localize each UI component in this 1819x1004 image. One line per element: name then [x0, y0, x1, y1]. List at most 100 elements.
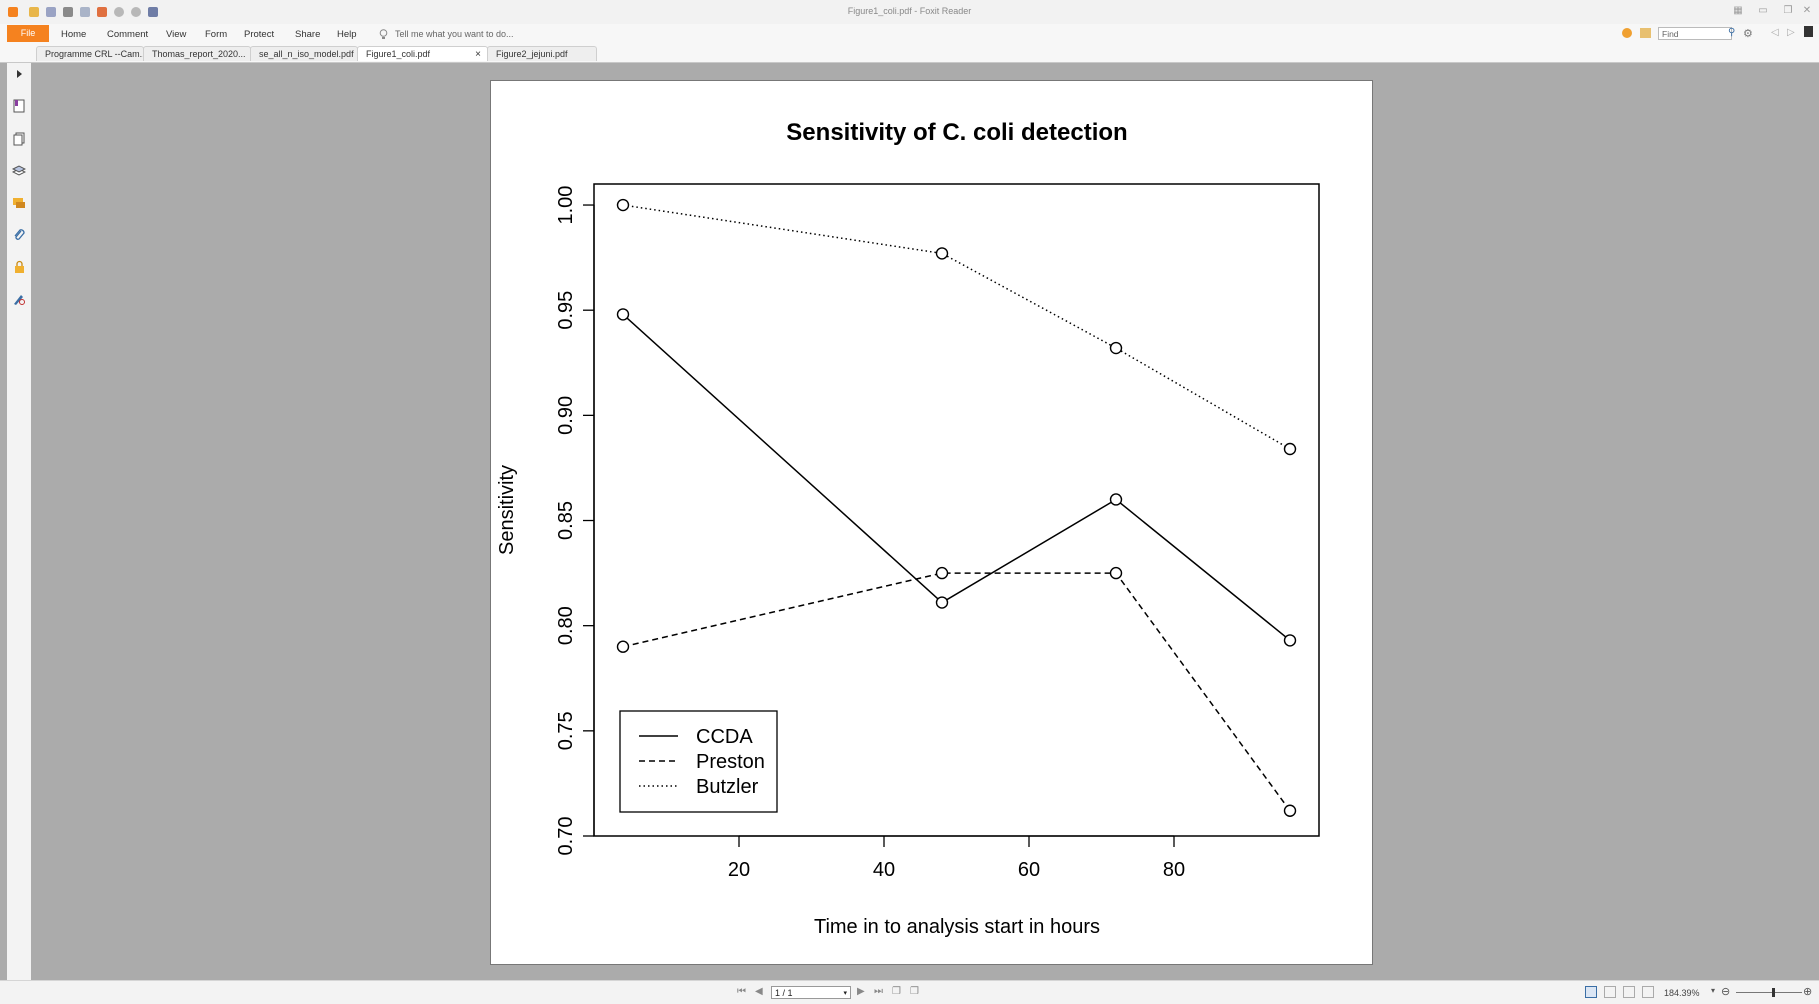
status-bar: ⏮ ◀ 1 / 1 ▾ ▶ ⏭ ❐ ❐ 184.39% ▾ ⊖ ⊕ [0, 980, 1819, 1004]
data-point-butzler [1283, 442, 1297, 456]
print-icon[interactable] [63, 7, 73, 17]
data-point-preston [935, 566, 949, 580]
page-number-value: 1 / 1 [775, 988, 793, 998]
hand-tool-icon[interactable] [148, 7, 158, 17]
open-icon[interactable] [29, 7, 39, 17]
data-point-preston [1283, 804, 1297, 817]
menu-home[interactable]: Home [61, 29, 87, 40]
zoom-level[interactable]: 184.39% [1664, 988, 1700, 998]
left-sidebar [7, 63, 31, 980]
y-tick-label: 0.70 [555, 817, 577, 856]
attachment-icon[interactable] [12, 228, 26, 242]
ribbon-options-icon[interactable]: ▦ [1733, 5, 1743, 16]
single-page-view-icon[interactable] [1585, 986, 1597, 998]
tab-se-all-n-iso-model[interactable]: se_all_n_iso_model.pdf [250, 46, 358, 61]
gear-icon[interactable]: ⚙ [1743, 28, 1753, 40]
y-tick-label: 0.75 [555, 711, 577, 750]
find-input[interactable]: Find [1658, 27, 1732, 40]
cover-view-icon[interactable] [1642, 986, 1654, 998]
back-icon[interactable]: ◁ [1771, 27, 1779, 38]
y-tick-label: 0.90 [555, 396, 577, 435]
save-icon[interactable] [46, 7, 56, 17]
lightbulb-icon [379, 29, 388, 39]
legend: CCDA Preston Butzler [619, 710, 778, 813]
chart-title: Sensitivity of C. coli detection [786, 119, 1127, 146]
tell-me-search[interactable]: Tell me what you want to do... [395, 29, 514, 39]
pdf-page: Sensitivity of C. coli detection Time in… [490, 80, 1373, 965]
expand-arrow-icon[interactable] [12, 67, 26, 81]
series-line-preston [622, 572, 1291, 812]
tab-figure1-coli[interactable]: Figure1_coli.pdf × [357, 46, 488, 61]
next-page-icon[interactable]: ▶ [857, 986, 865, 997]
y-tick-label: 0.85 [555, 501, 577, 540]
menu-protect[interactable]: Protect [244, 29, 275, 40]
y-tick-label: 1.00 [555, 186, 577, 225]
minimize-icon[interactable]: ▭ [1758, 5, 1768, 16]
chevron-down-icon[interactable]: ▾ [843, 990, 847, 997]
close-icon[interactable]: ✕ [1802, 5, 1812, 16]
tab-figure2-jejuni[interactable]: Figure2_jejuni.pdf [487, 46, 597, 61]
data-point-ccda [1109, 493, 1123, 506]
email-icon[interactable] [80, 7, 90, 17]
tab-label: se_all_n_iso_model.pdf [259, 49, 354, 59]
ribbon: File Home Comment View Form Protect Shar… [0, 24, 1819, 44]
zoom-out-icon[interactable]: ⊖ [1721, 986, 1731, 998]
bookmark-flag-icon[interactable] [1804, 26, 1813, 37]
previous-page-icon[interactable]: ◀ [755, 986, 763, 997]
menu-comment[interactable]: Comment [107, 29, 149, 40]
x-axis-label: Time in to analysis start in hours [814, 916, 1100, 938]
first-page-icon[interactable]: ⏮ [737, 986, 746, 997]
last-page-icon[interactable]: ⏭ [874, 986, 883, 997]
data-point-ccda [1283, 634, 1297, 647]
zoom-in-icon[interactable]: ⊕ [1803, 986, 1813, 998]
app-logo-icon [8, 7, 18, 17]
tab-thomas-report[interactable]: Thomas_report_2020... [143, 46, 251, 61]
page-number-input[interactable]: 1 / 1 ▾ [771, 986, 851, 999]
bookmark-icon[interactable] [12, 99, 26, 113]
title-bar: Figure1_coli.pdf - Foxit Reader ▦ ▭ ❐ ✕ [0, 0, 1819, 24]
comments-icon[interactable] [12, 196, 26, 210]
create-pdf-icon[interactable] [97, 7, 107, 17]
series-line-ccda [622, 313, 1291, 641]
y-tick-label: 0.80 [555, 606, 577, 645]
data-point-preston [616, 640, 630, 653]
menu-help[interactable]: Help [337, 29, 357, 40]
forward-icon[interactable]: ▷ [1787, 27, 1795, 38]
series-line-butzler [622, 204, 1291, 450]
zoom-slider[interactable] [1736, 992, 1802, 993]
security-icon[interactable] [12, 260, 26, 274]
file-tab[interactable]: File [7, 25, 49, 42]
line-chart: Sensitivity of C. coli detection Time in… [496, 119, 1320, 938]
restore-icon[interactable]: ❐ [1783, 5, 1793, 16]
tab-close-icon[interactable]: × [475, 49, 481, 60]
layers-icon[interactable] [12, 164, 26, 178]
data-point-butzler [1109, 341, 1123, 355]
find-options-icon[interactable] [1640, 28, 1651, 38]
search-icon[interactable]: ⚲ [1728, 27, 1736, 38]
facing-view-icon[interactable] [1623, 986, 1635, 998]
menu-form[interactable]: Form [205, 29, 228, 40]
signature-icon[interactable] [12, 292, 26, 306]
x-tick-label: 40 [873, 859, 895, 881]
zoom-dropdown-icon[interactable]: ▾ [1711, 986, 1716, 995]
undo-icon[interactable] [114, 7, 124, 17]
data-point-ccda [616, 308, 630, 321]
tab-label: Programme CRL --Cam... [45, 49, 144, 59]
data-point-ccda [935, 596, 949, 609]
legend-label-ccda: CCDA [696, 726, 753, 748]
continuous-page-icon[interactable]: ❐ [892, 986, 901, 997]
facing-page-icon[interactable]: ❐ [910, 986, 919, 997]
data-point-butzler [935, 247, 949, 260]
y-axis-label: Sensitivity [496, 465, 518, 555]
menu-share[interactable]: Share [295, 29, 321, 40]
redo-icon[interactable] [131, 7, 141, 17]
tab-label: Figure1_coli.pdf [366, 49, 431, 59]
pages-icon[interactable] [12, 132, 26, 146]
x-tick-label: 80 [1163, 859, 1185, 881]
zoom-slider-thumb[interactable] [1772, 988, 1775, 997]
menu-view[interactable]: View [166, 29, 187, 40]
legend-label-preston: Preston [696, 751, 765, 773]
continuous-view-icon[interactable] [1604, 986, 1616, 998]
tab-programme-crl[interactable]: Programme CRL --Cam... [36, 46, 144, 61]
notification-icon[interactable] [1622, 28, 1632, 38]
